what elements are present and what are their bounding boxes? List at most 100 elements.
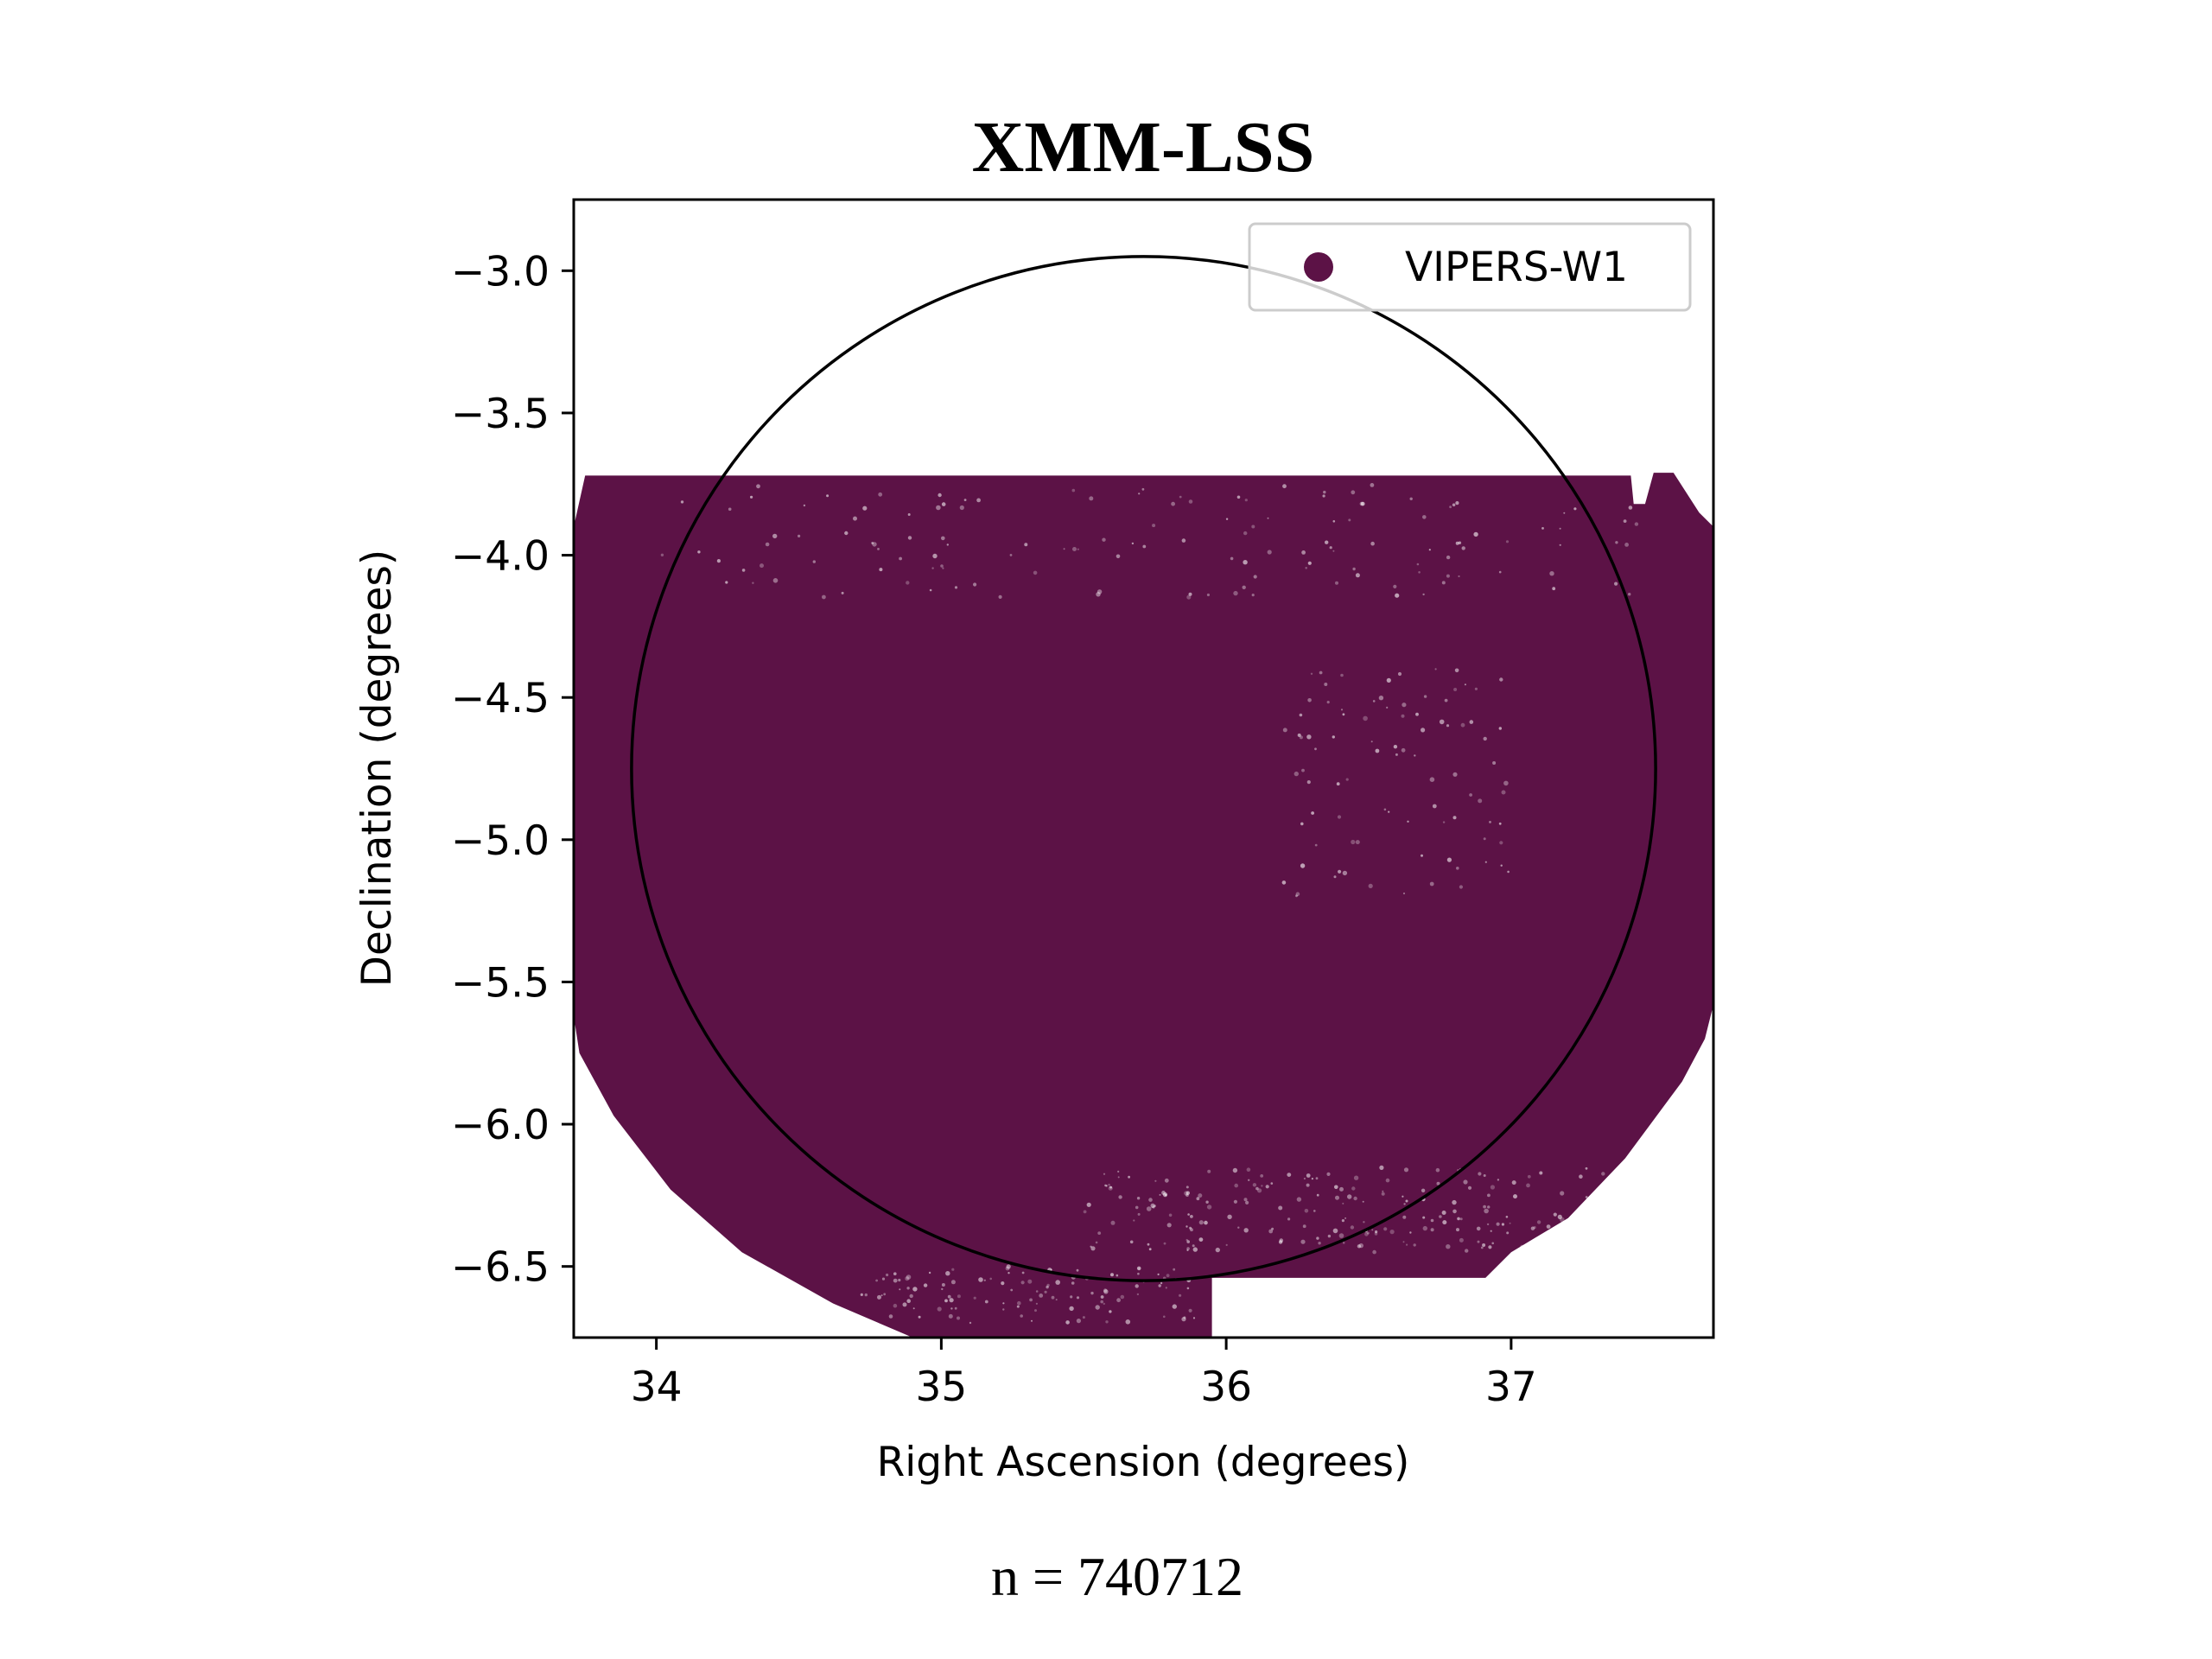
footprint-speck [1467,1185,1472,1190]
footprint-speck [1125,1319,1131,1325]
footprint-speck [931,567,934,569]
footprint-speck [1405,1199,1408,1203]
footprint-speck [1109,1185,1112,1189]
footprint-speck [1297,733,1301,737]
footprint-speck [1579,1231,1584,1236]
footprint-speck [1483,736,1487,741]
footprint-speck [1050,1268,1052,1271]
y-tick-label: −3.5 [451,391,550,438]
footprint-speck [1455,501,1459,505]
footprint-speck [1501,790,1506,795]
footprint-speck [1395,593,1400,598]
footprint-speck [1421,1188,1426,1193]
footprint-speck [1334,1185,1338,1190]
footprint-speck [1185,1185,1189,1189]
footprint-speck [1469,793,1472,797]
footprint-speck [1198,1237,1204,1242]
footprint-speck [878,492,883,497]
footprint-speck [1592,1217,1596,1220]
footprint-speck [1372,700,1376,702]
footprint-speck [1322,494,1325,498]
footprint-speck [1483,1174,1486,1177]
footprint-speck [1243,560,1248,565]
footprint-speck [1095,1241,1098,1244]
footprint-speck [1159,1193,1161,1196]
footprint-speck [1539,1171,1543,1175]
footprint-speck [1623,1207,1626,1211]
footprint-speck [984,1300,988,1304]
footprint-speck [879,568,883,572]
footprint-speck [1001,1281,1005,1286]
footprint-speck [1186,1240,1190,1243]
footprint-speck [1287,1217,1291,1221]
footprint-speck [680,500,684,504]
footprint-speck [1474,687,1478,690]
footprint-speck [1083,1210,1087,1214]
footprint-speck [1017,1300,1021,1306]
footprint-speck [1341,1219,1344,1223]
footprint-speck [1446,555,1451,560]
footprint-speck [1154,1179,1157,1182]
footprint-speck [1065,1320,1070,1325]
footprint-speck [1488,1245,1492,1249]
footprint-speck [1648,1188,1651,1192]
footprint-speck [1311,1178,1313,1180]
footprint-speck [1389,1230,1395,1235]
footprint-speck [907,513,911,516]
footprint-speck [1233,1199,1237,1204]
footprint-speck [1358,1243,1364,1249]
footprint-speck [957,1316,960,1320]
footprint-speck [1090,1245,1092,1249]
footprint-speck [1142,544,1147,549]
footprint-speck [1640,1223,1643,1225]
footprint-speck [973,1296,976,1300]
footprint-speck [1563,512,1566,514]
legend-label: VIPERS-W1 [1405,244,1628,291]
footprint-speck [1530,1226,1535,1230]
footprint-speck [1498,727,1503,730]
footprint-speck [1116,554,1121,559]
footprint-speck [1071,488,1076,493]
footprint-speck [1329,546,1332,550]
footprint-speck [1401,747,1406,753]
footprint-speck [853,516,857,521]
footprint-speck [1506,1231,1510,1235]
footprint-speck [1422,515,1427,519]
footprint-speck [1173,1268,1176,1271]
footprint-speck [1576,1211,1579,1213]
footprint-speck [1318,1242,1321,1245]
footprint-speck [944,1299,948,1303]
footprint-speck [1503,780,1509,786]
footprint-speck [1152,1205,1155,1209]
footprint-speck [1619,1187,1624,1192]
footprint-speck [1368,883,1373,888]
footprint-speck [1100,1295,1104,1299]
footprint-speck [812,560,816,563]
footprint-speck [1282,484,1287,489]
footprint-speck [880,1294,883,1297]
footprint-speck [1319,671,1323,675]
footprint-speck [959,505,964,511]
footprint-speck [1136,1266,1141,1271]
footprint-speck [1459,885,1463,889]
footprint-speck [844,531,849,536]
footprint-speck [1090,1246,1096,1251]
footprint-speck [1478,1172,1482,1176]
footprint-speck [1302,1224,1306,1229]
footprint-speck [1304,1209,1309,1213]
footprint-speck [1418,571,1421,574]
footprint-speck [1332,520,1336,523]
footprint-speck [1581,1214,1585,1217]
footprint-speck [1227,1214,1232,1220]
footprint-speck [1154,1205,1156,1207]
footprint-speck [1152,524,1156,528]
footprint-speck [1108,1185,1113,1191]
footprint-speck [1236,495,1241,499]
y-tick-label: −6.0 [451,1102,550,1149]
footprint-speck [906,581,910,585]
footprint-speck [1637,1226,1641,1230]
footprint-speck [1491,1242,1494,1245]
footprint-speck [899,1288,901,1291]
legend: VIPERS-W1 [1248,222,1692,312]
